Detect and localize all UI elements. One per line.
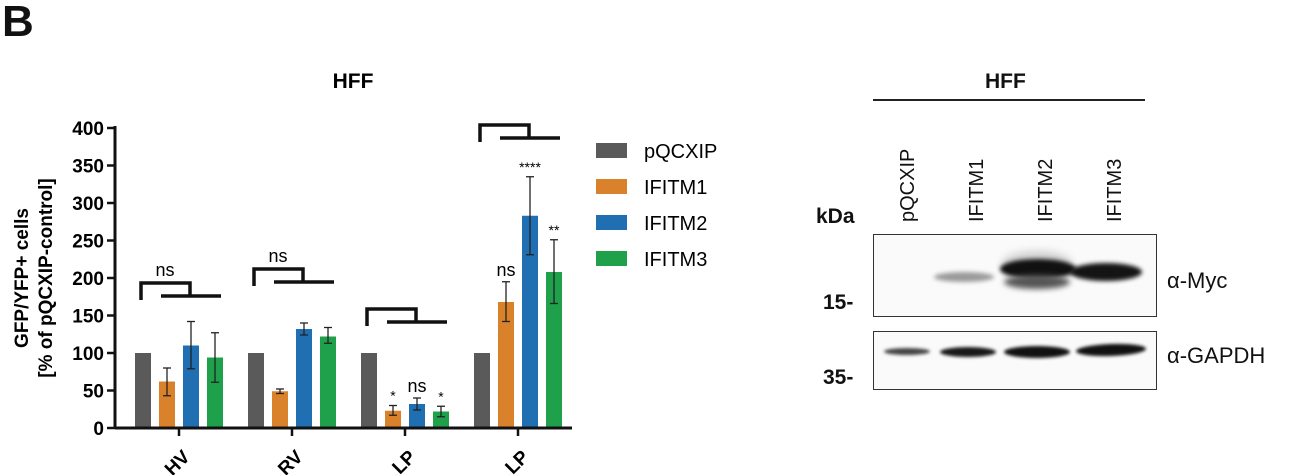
svg-text:****: **** xyxy=(519,159,541,175)
bar-chart: HFF GFP/YFP+ cells [% of pQCXIP-control]… xyxy=(12,70,717,475)
legend-label-pqcxip: pQCXIP xyxy=(644,141,717,163)
x-tick-label: …RV xyxy=(261,446,308,475)
svg-text:[% of pQCXIP-control]: [% of pQCXIP-control] xyxy=(36,178,57,377)
svg-text:*: * xyxy=(390,388,396,404)
svg-text:300: 300 xyxy=(72,194,104,215)
svg-text:400: 400 xyxy=(72,119,104,140)
svg-text:GFP/YFP+ cells: GFP/YFP+ cells xyxy=(12,208,33,348)
svg-text:ns: ns xyxy=(268,246,287,266)
chart-title: HFF xyxy=(333,70,374,93)
legend-swatch-ifitm2 xyxy=(596,215,627,230)
legend-swatch-ifitm3 xyxy=(596,251,627,266)
legend-swatch-pqcxip xyxy=(596,143,627,158)
bars xyxy=(135,176,562,428)
x-tick-label: …LP xyxy=(375,446,421,475)
bar-ifitm1 xyxy=(498,302,514,428)
legend: pQCXIP IFITM1 IFITM2 IFITM3 xyxy=(596,141,717,271)
antibody-myc: α-Myc xyxy=(1167,268,1228,293)
blot-gapdh xyxy=(873,331,1157,390)
kda-label: kDa xyxy=(816,205,855,228)
band-myc-ifitm3 xyxy=(1070,263,1142,281)
band-gapdh-pqcxip xyxy=(884,348,930,355)
lane-label-ifitm2: IFITM2 xyxy=(1035,158,1057,222)
bar-ifitm1 xyxy=(159,381,175,428)
bar-pqcxip xyxy=(135,353,151,428)
blot-title-underline xyxy=(873,99,1145,101)
marker-15kda: 15- xyxy=(823,291,854,314)
x-axis: …HV …RV …LP …LP xyxy=(115,426,572,475)
svg-text:0: 0 xyxy=(93,419,104,440)
bar-ifitm3 xyxy=(320,336,336,428)
svg-text:ns: ns xyxy=(496,260,515,280)
band-myc-ifitm2-lower xyxy=(1004,275,1070,289)
band-gapdh-ifitm3 xyxy=(1075,342,1147,358)
bar-ifitm3 xyxy=(546,272,562,428)
svg-text:100: 100 xyxy=(72,344,104,365)
blot-title: HFF xyxy=(985,70,1026,93)
band-gapdh-ifitm1 xyxy=(940,347,996,357)
legend-label-ifitm3: IFITM3 xyxy=(644,249,707,271)
svg-text:ns: ns xyxy=(407,376,426,396)
legend-swatch-ifitm1 xyxy=(596,179,627,194)
marker-35kda: 35- xyxy=(823,366,854,389)
bar-ifitm3 xyxy=(433,411,449,428)
bar-ifitm2 xyxy=(183,345,199,428)
panel-label: B xyxy=(2,0,34,46)
bar-pqcxip xyxy=(474,353,490,428)
y-axis-label: GFP/YFP+ cells [% of pQCXIP-control] xyxy=(12,178,57,377)
bar-ifitm2 xyxy=(522,215,538,428)
band-myc-ifitm2 xyxy=(1000,259,1076,279)
svg-text:**: ** xyxy=(549,222,560,238)
legend-label-ifitm1: IFITM1 xyxy=(644,177,707,199)
svg-text:200: 200 xyxy=(72,269,104,290)
bar-pqcxip xyxy=(248,353,264,428)
legend-label-ifitm2: IFITM2 xyxy=(644,213,707,235)
lane-label-ifitm3: IFITM3 xyxy=(1104,158,1126,222)
svg-text:*: * xyxy=(438,388,444,404)
antibody-gapdh: α-GAPDH xyxy=(1167,343,1266,368)
lane-label-ifitm1: IFITM1 xyxy=(966,158,988,222)
bar-ifitm2 xyxy=(296,329,312,428)
svg-text:150: 150 xyxy=(72,307,104,328)
x-tick-label: …HV xyxy=(148,446,195,475)
y-axis: 0 50 100 150 200 250 300 350 400 xyxy=(72,119,117,440)
svg-text:350: 350 xyxy=(72,157,104,178)
svg-text:ns: ns xyxy=(155,260,174,280)
svg-text:250: 250 xyxy=(72,232,104,253)
x-tick-label: …LP xyxy=(488,446,534,475)
band-gapdh-ifitm2 xyxy=(1004,346,1070,358)
svg-text:50: 50 xyxy=(83,382,104,403)
bar-pqcxip xyxy=(361,353,377,428)
lane-label-pqcxip: pQCXIP xyxy=(897,148,919,222)
bar-ifitm1 xyxy=(272,391,288,428)
bar-ifitm3 xyxy=(207,357,223,428)
band-myc-ifitm1 xyxy=(934,272,994,282)
blot-myc xyxy=(873,234,1157,317)
